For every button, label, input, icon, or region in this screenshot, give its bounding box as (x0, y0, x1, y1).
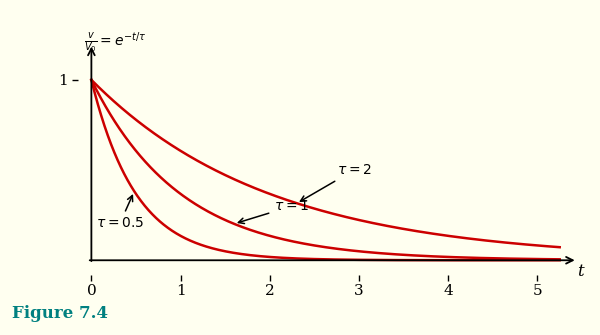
Text: $\tau = 0.5$: $\tau = 0.5$ (96, 195, 144, 230)
Text: t: t (577, 264, 584, 280)
Text: $\tau = 2$: $\tau = 2$ (301, 163, 371, 201)
Text: Figure 7.4: Figure 7.4 (12, 305, 108, 322)
Text: $\frac{v}{V_0} = e^{-t/\tau}$: $\frac{v}{V_0} = e^{-t/\tau}$ (84, 30, 146, 55)
Text: $\tau = 1$: $\tau = 1$ (238, 199, 309, 223)
